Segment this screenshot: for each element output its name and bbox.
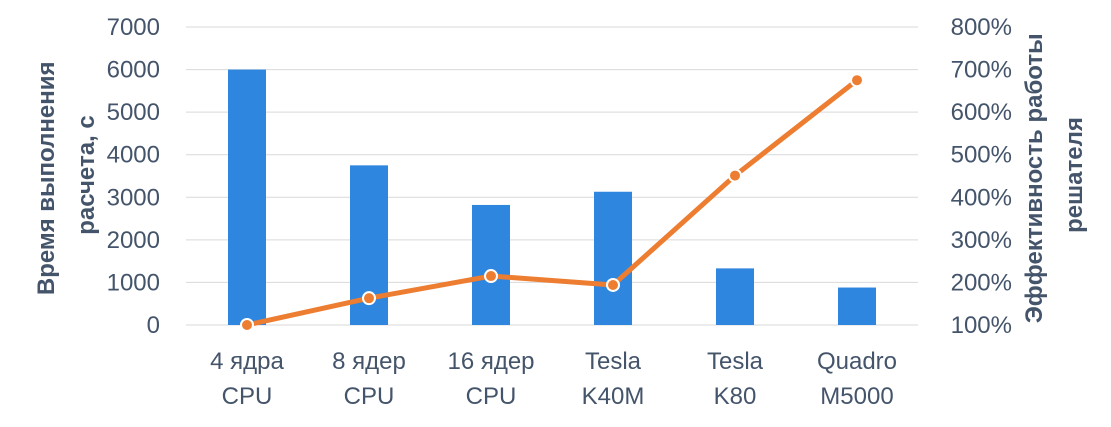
right-tick-label: 300%	[951, 227, 1012, 254]
line-point	[484, 269, 498, 284]
category-label-line: Quadro	[817, 348, 897, 375]
gridlines	[186, 26, 918, 326]
category-label-line: 16 ядер	[447, 348, 534, 375]
category-label-line: K40M	[582, 383, 645, 410]
line-point	[850, 73, 864, 88]
left-axis-title-line2: расчета, с	[73, 115, 100, 234]
left-tick-label: 6000	[107, 57, 160, 84]
left-tick-label: 1000	[107, 269, 160, 296]
category-label-line: CPU	[344, 383, 395, 410]
left-tick-label: 2000	[107, 227, 160, 254]
efficiency-line	[246, 78, 859, 328]
category-label: Quadro M5000	[817, 348, 897, 410]
line-point	[362, 291, 376, 306]
category-label: 4 ядра CPU	[210, 348, 284, 410]
right-axis-title-line2: решателя	[1061, 117, 1088, 233]
right-tick-label: 400%	[951, 184, 1012, 211]
category-label: 8 ядер CPU	[332, 348, 406, 410]
left-tick-label: 5000	[107, 99, 160, 126]
category-label-line: 4 ядра	[210, 348, 284, 375]
bar	[472, 204, 510, 325]
category-label-line: Tesla	[585, 348, 642, 375]
right-tick-label: 800%	[951, 14, 1012, 41]
left-tick-label: 7000	[107, 14, 160, 41]
right-axis-title: Эффективность работы решателя	[1021, 27, 1088, 324]
right-tick-label: 700%	[951, 57, 1012, 84]
category-label-line: 8 ядер	[332, 348, 406, 375]
line-series	[240, 73, 864, 332]
line-point	[728, 168, 742, 183]
category-label-line: CPU	[466, 383, 517, 410]
bar	[838, 287, 876, 325]
category-label-line: M5000	[820, 383, 893, 410]
category-label: 16 ядер CPU	[447, 348, 534, 410]
left-tick-label: 0	[147, 312, 160, 339]
category-label: Tesla K40M	[582, 348, 645, 410]
category-label-line: K80	[714, 383, 757, 410]
category-label-line: CPU	[222, 383, 273, 410]
category-label: Tesla K80	[707, 348, 764, 410]
left-tick-label: 4000	[107, 142, 160, 169]
right-tick-label: 200%	[951, 269, 1012, 296]
bar	[594, 191, 632, 325]
right-tick-label: 100%	[951, 312, 1012, 339]
category-label-line: Tesla	[707, 348, 764, 375]
left-axis-ticks: 0 1000 2000 3000 4000 5000 6000 7000	[107, 14, 160, 339]
left-axis-title-line1: Время выполнения	[33, 62, 60, 296]
bar	[228, 69, 266, 325]
left-tick-label: 3000	[107, 184, 160, 211]
bar	[716, 268, 754, 325]
left-axis-title: Время выполнения расчета, с	[33, 55, 100, 295]
line-point	[240, 318, 254, 332]
right-tick-label: 600%	[951, 99, 1012, 126]
right-axis-title-line1: Эффективность работы	[1021, 33, 1048, 323]
line-point	[606, 277, 620, 292]
right-axis-ticks: 100% 200% 300% 400% 500% 600% 700% 800%	[951, 14, 1012, 339]
right-tick-label: 500%	[951, 142, 1012, 169]
